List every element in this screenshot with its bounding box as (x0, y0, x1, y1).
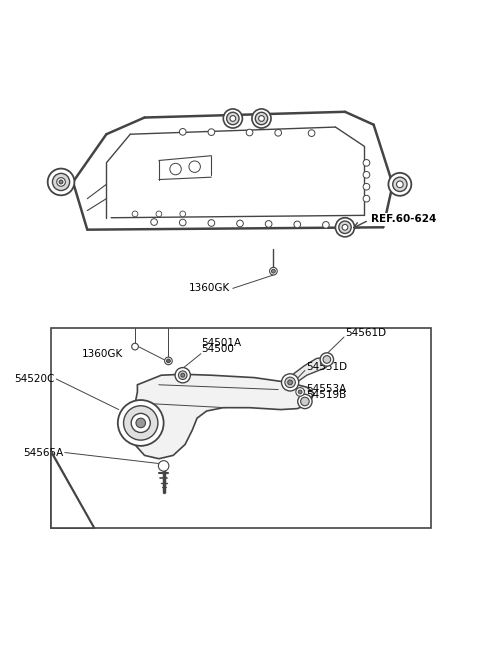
Circle shape (342, 225, 348, 230)
Circle shape (132, 211, 138, 217)
Circle shape (296, 388, 304, 396)
Circle shape (208, 219, 215, 227)
Circle shape (180, 219, 186, 226)
Circle shape (265, 221, 272, 227)
Circle shape (158, 460, 169, 471)
Circle shape (323, 356, 331, 364)
Circle shape (237, 220, 243, 227)
Text: 54520C: 54520C (14, 374, 55, 384)
Circle shape (363, 172, 370, 178)
Circle shape (165, 357, 172, 365)
Circle shape (246, 129, 253, 136)
Circle shape (48, 168, 74, 195)
Polygon shape (132, 374, 314, 458)
Circle shape (363, 183, 370, 190)
Circle shape (180, 128, 186, 135)
Circle shape (170, 163, 181, 175)
Circle shape (179, 371, 187, 379)
Circle shape (136, 418, 145, 428)
Circle shape (151, 219, 157, 225)
Circle shape (339, 221, 351, 233)
Polygon shape (51, 451, 95, 528)
Text: 54519B: 54519B (306, 390, 346, 400)
Circle shape (132, 343, 138, 350)
Circle shape (298, 390, 302, 394)
Text: 1360GK: 1360GK (82, 348, 123, 359)
Circle shape (230, 116, 236, 121)
Circle shape (363, 160, 370, 166)
Circle shape (227, 112, 239, 124)
Text: 54551D: 54551D (306, 362, 347, 372)
Bar (51, 328, 431, 528)
Text: 54565A: 54565A (23, 447, 63, 458)
Text: 1360GK: 1360GK (189, 284, 230, 293)
Circle shape (180, 211, 186, 217)
Polygon shape (287, 357, 330, 388)
Text: 54501A: 54501A (201, 338, 241, 348)
Circle shape (189, 161, 200, 172)
Circle shape (118, 400, 164, 446)
Circle shape (255, 112, 268, 124)
Circle shape (223, 109, 242, 128)
Circle shape (59, 180, 63, 184)
Text: 54553A: 54553A (306, 384, 346, 394)
Circle shape (320, 353, 334, 366)
Circle shape (300, 397, 309, 405)
Circle shape (181, 373, 185, 377)
Circle shape (167, 359, 170, 363)
Circle shape (294, 221, 300, 228)
Circle shape (252, 109, 271, 128)
Circle shape (275, 130, 281, 136)
Circle shape (288, 380, 292, 384)
Circle shape (208, 129, 215, 136)
Text: 54500: 54500 (201, 344, 234, 354)
Circle shape (259, 116, 264, 121)
Text: REF.60-624: REF.60-624 (371, 214, 437, 224)
Circle shape (52, 174, 70, 191)
Circle shape (175, 367, 191, 383)
Circle shape (388, 173, 411, 196)
Circle shape (156, 211, 162, 217)
Circle shape (270, 267, 277, 275)
Circle shape (396, 181, 403, 188)
Circle shape (272, 269, 276, 273)
Circle shape (123, 405, 158, 440)
Circle shape (298, 394, 312, 409)
Circle shape (363, 195, 370, 202)
Circle shape (131, 413, 150, 432)
Circle shape (393, 177, 407, 191)
Circle shape (323, 221, 329, 228)
Circle shape (281, 374, 299, 391)
Circle shape (308, 130, 315, 136)
Circle shape (57, 178, 65, 186)
Text: 54561D: 54561D (345, 328, 386, 338)
Circle shape (336, 217, 355, 237)
Circle shape (285, 377, 295, 388)
